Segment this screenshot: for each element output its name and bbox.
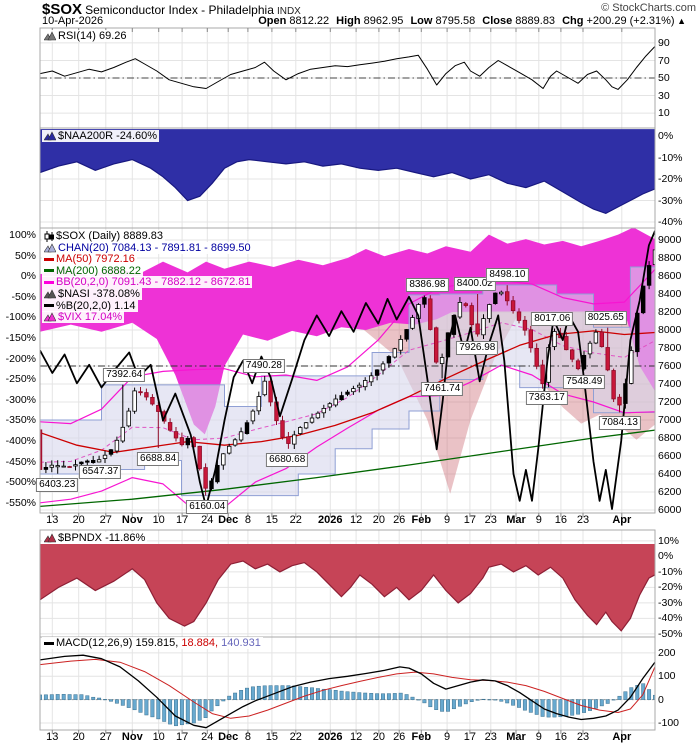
symbol-label: $SOX	[42, 1, 83, 18]
quote-value: +200.29 (+2.31%)	[583, 15, 675, 27]
quote-value: 8889.83	[512, 15, 556, 27]
quote-value: 8962.95	[360, 15, 404, 27]
title-row: $SOX Semiconductor Index - Philadelphia …	[42, 1, 301, 18]
quote-label: Chg	[562, 15, 584, 27]
quote-label: High	[336, 15, 361, 27]
copyright: © StockCharts.com	[601, 2, 696, 14]
quote-label: Open	[258, 15, 287, 27]
quote-label: Low	[410, 15, 433, 27]
quote-row: Open 8812.22 High 8962.95 Low 8795.58 Close…	[251, 15, 686, 27]
date-label: 10-Apr-2026	[42, 15, 104, 27]
quote-value: 8812.22	[286, 15, 330, 27]
chg-up-arrow-icon: ▲	[674, 16, 686, 26]
index-name: Semiconductor Index - Philadelphia	[85, 3, 274, 17]
quote-value: 8795.58	[432, 15, 476, 27]
exchange-label: INDX	[276, 6, 301, 17]
quote-label: Close	[482, 15, 513, 27]
